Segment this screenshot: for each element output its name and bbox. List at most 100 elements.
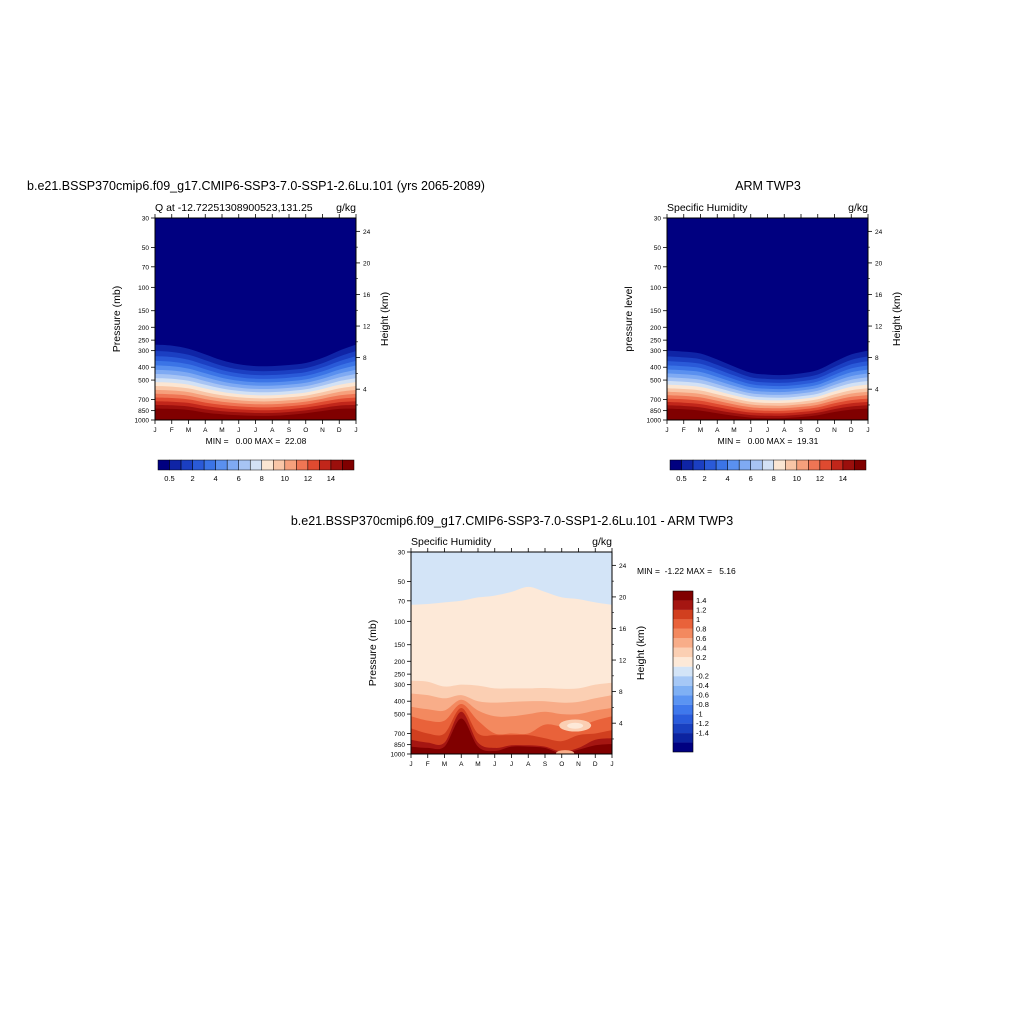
panel1-xtick-label: S: [287, 427, 292, 434]
panel2-colorbar-label: 6: [749, 474, 753, 483]
panel3-colorbar-swatch: [673, 742, 693, 752]
panel2-xtick-label: M: [698, 427, 703, 434]
panel1-ytick-right-label: 24: [363, 229, 371, 236]
panel3-colorbar-swatch: [673, 695, 693, 705]
panel1-colorbar-swatch: [192, 459, 205, 471]
panel1-ytick-right-label: 16: [363, 292, 371, 299]
panel1-colorbar-label: 0.5: [164, 474, 174, 483]
panel1-colorbar-swatch: [342, 459, 355, 471]
panel2-ytick-right-label: 24: [875, 229, 883, 236]
panel2-colorbar-swatch: [727, 459, 740, 471]
panel3-colorbar-swatch: [673, 714, 693, 724]
panel1-colorbar-swatch: [307, 459, 320, 471]
panel2-ytick-label: 850: [650, 408, 661, 415]
panel2-xtick-label: S: [799, 427, 804, 434]
panel2-colorbar: 0.5 2 4 6 8 10 12 14: [669, 459, 867, 483]
panel1-colorbar: 0.5 2 4 6 8 10 12 14: [157, 459, 355, 483]
panel3-ytick-label: 150: [394, 642, 405, 649]
panel1-ytick-label: 30: [142, 216, 150, 223]
panel1-colorbar-label: 10: [281, 474, 289, 483]
panel2-xtick-label: J: [766, 427, 769, 434]
panel1-ytick-label: 500: [138, 378, 149, 385]
panel3-colorbar-frame: [672, 590, 694, 753]
panel2-xtick-label: F: [682, 427, 686, 434]
panel1-xtick-label: F: [170, 427, 174, 434]
panel1-colorbar-label: 14: [327, 474, 335, 483]
panel2-xtick-label: N: [832, 427, 837, 434]
panel3-colorbar-label: 0.6: [696, 634, 706, 643]
panel2-xtick-label: J: [749, 427, 752, 434]
panel3-colorbar-swatch: [673, 666, 693, 677]
panel1-minmax: MIN = 0.00 MAX = 22.08: [206, 436, 307, 446]
panel3-colorbar-label: 1.4: [696, 596, 706, 605]
panel1-xtick-label: D: [337, 427, 342, 434]
panel2-ytick-label: 1000: [647, 418, 662, 425]
panel2-axes: 30 50 70 100 150 200 250 300 400 500 700 850 1000 24 2…: [647, 214, 883, 434]
panel3-ytick-label: 250: [394, 672, 405, 679]
panel1-ytick-label: 400: [138, 365, 149, 372]
panel3-colorbar-label: -0.4: [696, 681, 709, 690]
panel1-xtick-label: N: [320, 427, 325, 434]
panel3-ytick-label: 100: [394, 619, 405, 626]
panel3-xtick-label: A: [459, 761, 464, 768]
panel3-subtitle-right: g/kg: [592, 536, 612, 548]
panel3-colorbar-swatch: [673, 676, 693, 686]
panel3-xtick-label: J: [493, 761, 496, 768]
panel1-ytick-label: 1000: [135, 418, 150, 425]
panel3-colorbar-swatch: [673, 704, 693, 715]
panel2-ytick-label: 200: [650, 325, 661, 332]
panel1-xtick-label: J: [254, 427, 257, 434]
panel3-colorbar-label: 0.4: [696, 643, 706, 652]
panel1-colorbar-swatch: [319, 459, 332, 471]
panel3-colorbar-swatch: [673, 733, 693, 743]
panel3-ytick-label: 1000: [391, 752, 406, 759]
panel2-colorbar-label: 14: [839, 474, 847, 483]
panel3-ytick-label: 70: [398, 598, 406, 605]
panel2-colorbar-swatch: [773, 459, 786, 471]
panel1-contour-field: [155, 218, 356, 420]
panel-observed-climatology: ARM TWP3 Specific Humidity g/kg 30 50 70 10…: [623, 179, 903, 483]
panel3-ytick-right-label: 16: [619, 626, 627, 633]
panel2-ytick-label: 250: [650, 338, 661, 345]
panel3-xtick-label: O: [559, 761, 564, 768]
panel2-colorbar-swatch: [796, 459, 809, 471]
panel3-xtick-label: M: [442, 761, 447, 768]
panel1-subtitle-right: g/kg: [336, 202, 356, 214]
panel2-colorbar-swatch: [750, 459, 763, 471]
panel3-ytick-label: 50: [398, 579, 406, 586]
panel2-colorbar-swatch: [681, 459, 694, 471]
panel3-subtitle-left: Specific Humidity: [411, 536, 492, 548]
panel1-xtick-label: J: [354, 427, 357, 434]
panel3-ytick-label: 400: [394, 699, 405, 706]
panel3-ytick-right-label: 24: [619, 563, 627, 570]
panel1-ytick-label: 50: [142, 245, 150, 252]
panel2-ytick-label: 50: [654, 245, 662, 252]
panel2-xtick-label: A: [782, 427, 787, 434]
panel1-ytick-right-label: 12: [363, 324, 371, 331]
panel2-ytick-label: 700: [650, 397, 661, 404]
panel1-colorbar-label: 12: [304, 474, 312, 483]
panel1-ytick-label: 700: [138, 397, 149, 404]
panel3-colorbar-label: 0.8: [696, 624, 706, 633]
panel-difference: b.e21.BSSP370cmip6.f09_g17.CMIP6-SSP3-7.…: [291, 514, 736, 768]
panel1-ytick-label: 150: [138, 308, 149, 315]
panel3-colorbar-swatch: [673, 619, 693, 629]
panel3-ytick-right-label: 20: [619, 594, 627, 601]
panel1-contour-band-16: [155, 408, 356, 420]
panel2-ytick-right-label: 20: [875, 260, 883, 267]
panel2-ylabel-right: Height (km): [891, 292, 903, 346]
panel1-ytick-label: 250: [138, 338, 149, 345]
panel2-colorbar-swatch: [842, 459, 855, 471]
panel3-colorbar-label: -1.2: [696, 719, 709, 728]
panel3-colorbar-label: -1.4: [696, 729, 709, 738]
panel2-ytick-label: 300: [650, 348, 661, 355]
panel1-colorbar-label: 4: [214, 474, 218, 483]
panel1-xtick-label: M: [219, 427, 224, 434]
panel2-title: ARM TWP3: [735, 179, 801, 193]
panel3-ytick-label: 300: [394, 682, 405, 689]
panel2-xtick-label: J: [665, 427, 668, 434]
panel1-xtick-label: J: [153, 427, 156, 434]
panel1-colorbar-label: 6: [237, 474, 241, 483]
panel3-xtick-label: J: [409, 761, 412, 768]
panel3-colorbar-label: -1: [696, 710, 703, 719]
